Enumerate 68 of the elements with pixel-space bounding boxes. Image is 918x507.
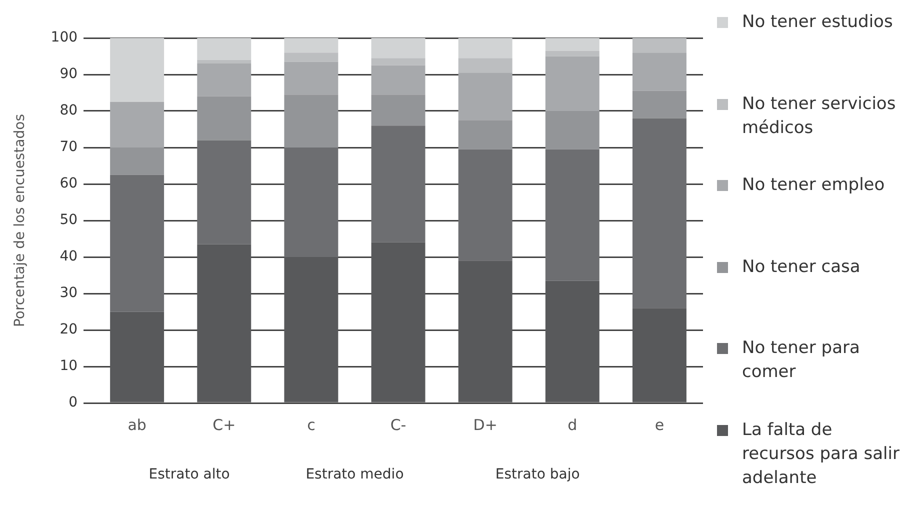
bar — [197, 60, 252, 64]
bar — [632, 308, 686, 402]
bar — [458, 260, 512, 402]
x-tick-label: d — [568, 416, 578, 434]
bar — [458, 72, 512, 120]
bar — [110, 148, 164, 175]
x-tick-label: C+ — [212, 416, 236, 434]
bar — [632, 90, 686, 118]
bar — [197, 96, 252, 140]
legend-label: No tener estudios — [742, 11, 894, 34]
y-tick-label: 50 — [60, 212, 78, 228]
bar — [545, 280, 600, 402]
text: Estrato alto — [148, 466, 230, 483]
legend-label: No tener casa — [742, 256, 862, 279]
legend-label: No tener para comer — [742, 337, 861, 384]
bar — [371, 126, 426, 242]
bar — [371, 38, 426, 58]
bar — [458, 38, 512, 58]
legend-label: La falta de recursos para salir adelante — [742, 418, 900, 490]
y-tick-label: 80 — [60, 102, 78, 119]
bar — [545, 50, 600, 56]
bar — [110, 102, 164, 148]
x-tick-label: c — [307, 416, 316, 434]
text: Estrato bajo — [495, 466, 580, 483]
bar — [545, 38, 600, 51]
y-tick-label: 20 — [60, 322, 78, 338]
bar — [545, 149, 600, 281]
bar — [632, 38, 686, 53]
y-tick-label: 90 — [60, 66, 78, 82]
bar — [458, 120, 512, 150]
y-tick-label: 0 — [68, 394, 78, 411]
bar — [371, 242, 426, 402]
bar — [371, 94, 426, 126]
bar — [197, 64, 252, 96]
bar — [632, 52, 686, 91]
y-tick-label: 40 — [60, 248, 78, 265]
y-tick-label: 70 — [60, 139, 78, 156]
bar — [632, 118, 686, 308]
y-tick-label: 60 — [60, 176, 78, 192]
y-axis-title: Porcentaje de los encuestados — [12, 114, 28, 328]
bar — [284, 38, 338, 53]
bar — [458, 58, 512, 73]
bar — [197, 38, 252, 60]
bar — [371, 58, 426, 66]
legend-label: No tener empleo — [742, 174, 886, 198]
y-tick-label: 100 — [50, 30, 78, 46]
bar — [284, 148, 338, 257]
bar — [545, 56, 600, 111]
legend-label: No tener servicios médicos — [742, 92, 897, 140]
bar — [371, 65, 426, 95]
x-tick-label: C- — [390, 416, 406, 434]
y-tick-label: 30 — [60, 285, 78, 302]
text: Estrato medio — [306, 466, 404, 483]
bar — [197, 140, 252, 244]
x-tick-label: e — [654, 416, 664, 434]
bar — [197, 244, 252, 402]
bar — [545, 111, 600, 150]
x-tick-label: ab — [128, 416, 146, 434]
bar — [110, 174, 164, 312]
y-tick-label: 10 — [60, 358, 78, 374]
bar — [284, 94, 338, 148]
x-tick-label: D+ — [473, 416, 498, 434]
bar — [284, 62, 338, 95]
bar — [284, 257, 338, 402]
bar — [284, 52, 338, 62]
bar — [110, 312, 164, 402]
bar — [458, 149, 512, 261]
bar — [110, 38, 164, 102]
